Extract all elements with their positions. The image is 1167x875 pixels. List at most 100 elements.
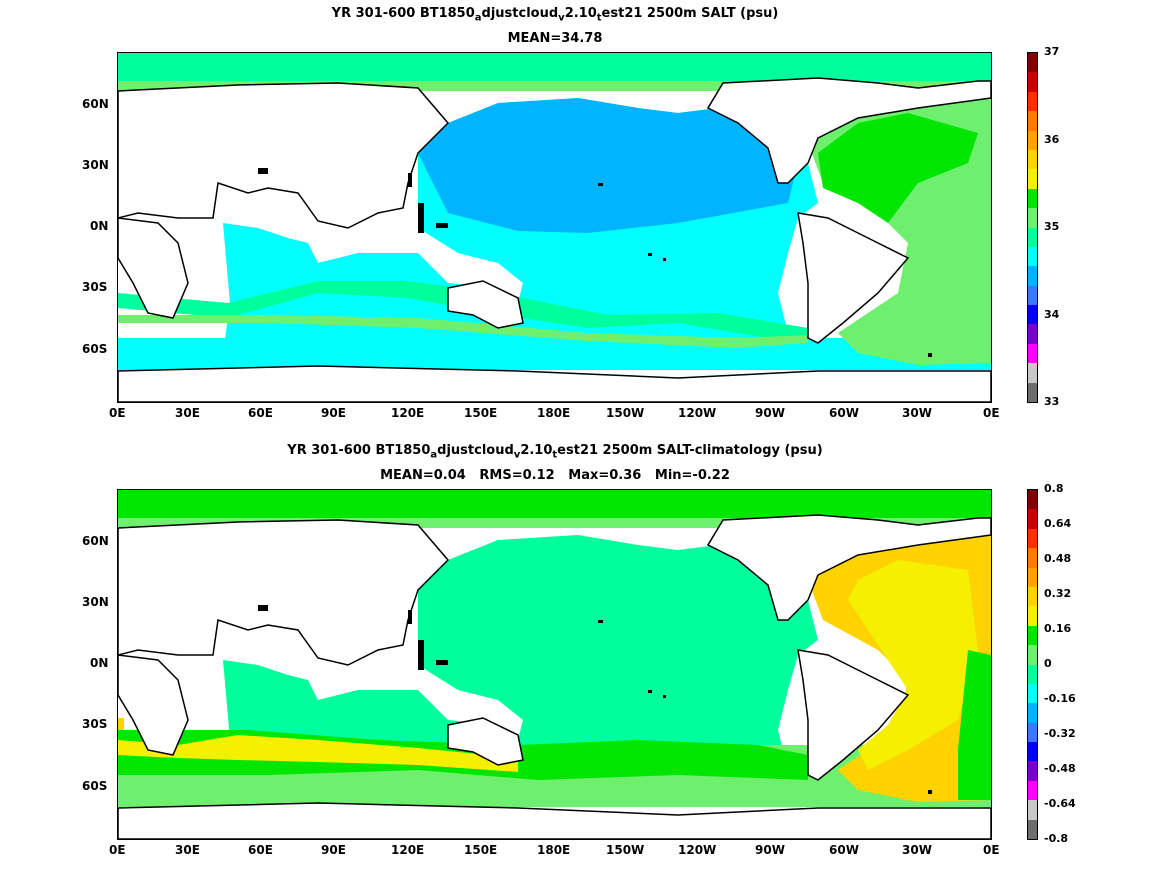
colorbar-segment bbox=[1028, 722, 1037, 743]
southern-band-1 bbox=[118, 281, 808, 338]
southern-ocean bbox=[118, 338, 991, 370]
ytick-30n: 30N bbox=[82, 595, 109, 609]
colorbar-segment bbox=[1028, 548, 1037, 569]
colorbar-label: 33 bbox=[1044, 395, 1060, 408]
xtick: 120E bbox=[391, 406, 425, 420]
xtick: 0E bbox=[983, 406, 1000, 420]
xtick: 150E bbox=[464, 406, 498, 420]
panel1-subtitle: MEAN=34.78 bbox=[507, 31, 603, 46]
colorbar-anomaly bbox=[1027, 489, 1038, 840]
colorbar-segment bbox=[1028, 169, 1037, 190]
colorbar-label: -0.48 bbox=[1044, 762, 1076, 775]
colorbar-segment bbox=[1028, 149, 1037, 170]
colorbar-segment bbox=[1028, 645, 1037, 665]
xtick: 120W bbox=[678, 843, 717, 857]
colorbar-label: -0.32 bbox=[1044, 727, 1076, 740]
colorbar-segment bbox=[1028, 53, 1037, 73]
ytick-60n: 60N bbox=[82, 534, 109, 548]
colorbar-label: 34 bbox=[1044, 308, 1060, 321]
colorbar-segment bbox=[1028, 800, 1037, 821]
panel2-subtitle: MEAN=0.04 RMS=0.12 Max=0.36 Min=-0.22 bbox=[380, 468, 730, 483]
colorbar-label: 0.16 bbox=[1044, 622, 1072, 635]
colorbar-segment bbox=[1028, 625, 1037, 646]
xtick: 150W bbox=[606, 843, 645, 857]
colorbar-segment bbox=[1028, 305, 1037, 325]
continents bbox=[118, 514, 991, 839]
xtick: 0E bbox=[109, 406, 126, 420]
xtick: 180E bbox=[537, 406, 571, 420]
colorbar-segment bbox=[1028, 363, 1037, 384]
island-arcs bbox=[258, 605, 932, 794]
colorbar-segment bbox=[1028, 111, 1037, 132]
ytick-0n: 0N bbox=[90, 219, 109, 233]
xtick: 180E bbox=[537, 843, 571, 857]
colorbar-segment bbox=[1028, 703, 1037, 724]
salinity-anomaly-map bbox=[117, 489, 992, 840]
xtick: 30E bbox=[175, 406, 200, 420]
continents bbox=[118, 77, 991, 402]
xtick: 90E bbox=[321, 406, 346, 420]
xtick: 0E bbox=[109, 843, 126, 857]
colorbar-segment bbox=[1028, 780, 1037, 801]
colorbar-segment bbox=[1028, 586, 1037, 607]
xtick: 60E bbox=[248, 406, 273, 420]
colorbar-label: -0.8 bbox=[1044, 832, 1069, 845]
xtick: 120E bbox=[391, 843, 425, 857]
xtick: 150E bbox=[464, 843, 498, 857]
panel2-title: YR 301-600 BT1850adjustcloudv2.10test21 … bbox=[287, 443, 823, 461]
colorbar-segment bbox=[1028, 761, 1037, 782]
southern-yellow-band bbox=[118, 735, 518, 772]
colorbar-segment bbox=[1028, 324, 1037, 345]
north-pacific-low bbox=[418, 98, 798, 233]
southern-band-2 bbox=[118, 315, 808, 348]
colorbar-segment bbox=[1028, 683, 1037, 704]
island-arcs bbox=[258, 168, 932, 357]
colorbar-label: -0.16 bbox=[1044, 692, 1076, 705]
ytick-60s: 60S bbox=[82, 342, 108, 356]
southern-yellow-west bbox=[118, 718, 124, 730]
colorbar-segment bbox=[1028, 664, 1037, 685]
xtick: 30W bbox=[902, 406, 932, 420]
colorbar-segment bbox=[1028, 606, 1037, 627]
ytick-60s: 60S bbox=[82, 779, 108, 793]
colorbar-segment bbox=[1028, 227, 1037, 248]
colorbar-segment bbox=[1028, 382, 1037, 403]
atlantic-yellow bbox=[848, 560, 978, 770]
xtick: 90W bbox=[755, 406, 785, 420]
arctic-strip bbox=[118, 53, 991, 81]
arctic-strip bbox=[118, 490, 991, 518]
xtick: 60W bbox=[829, 406, 859, 420]
colorbar-label: 35 bbox=[1044, 220, 1060, 233]
colorbar-segment bbox=[1028, 285, 1037, 306]
colorbar-label: -0.64 bbox=[1044, 797, 1076, 810]
colorbar-label: 0.32 bbox=[1044, 587, 1072, 600]
xtick: 30W bbox=[902, 843, 932, 857]
colorbar-segment bbox=[1028, 490, 1037, 510]
colorbar-segment bbox=[1028, 528, 1037, 549]
ytick-0n: 0N bbox=[90, 656, 109, 670]
ytick-60n: 60N bbox=[82, 97, 109, 111]
xtick: 90E bbox=[321, 843, 346, 857]
colorbar-salt bbox=[1027, 52, 1038, 403]
colorbar-segment bbox=[1028, 72, 1037, 93]
colorbar-segment bbox=[1028, 509, 1037, 530]
colorbar-segment bbox=[1028, 742, 1037, 762]
panel1-title: YR 301-600 BT1850adjustcloudv2.10test21 … bbox=[331, 6, 779, 24]
atlantic-east-green bbox=[958, 650, 991, 800]
colorbar-label: 0.64 bbox=[1044, 517, 1072, 530]
ytick-30s: 30S bbox=[82, 280, 108, 294]
colorbar-segment bbox=[1028, 188, 1037, 209]
north-atlantic-high bbox=[818, 113, 978, 223]
colorbar-segment bbox=[1028, 130, 1037, 151]
colorbar-segment bbox=[1028, 246, 1037, 267]
xtick: 30E bbox=[175, 843, 200, 857]
xtick: 150W bbox=[606, 406, 645, 420]
xtick: 90W bbox=[755, 843, 785, 857]
colorbar-segment bbox=[1028, 343, 1037, 364]
colorbar-label: 37 bbox=[1044, 45, 1060, 58]
salinity-map bbox=[117, 52, 992, 403]
pacific-ocean bbox=[418, 535, 818, 805]
colorbar-label: 0 bbox=[1044, 657, 1052, 670]
xtick: 60E bbox=[248, 843, 273, 857]
colorbar-segment bbox=[1028, 567, 1037, 588]
